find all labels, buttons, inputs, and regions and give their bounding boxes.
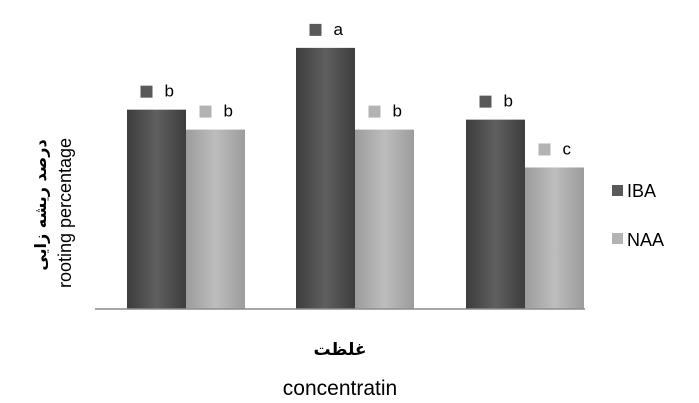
data-label-naa-3: c [563,139,572,158]
bar-naa-3 [525,167,584,309]
bar-naa-1 [186,129,245,309]
bar-naa-2 [355,129,414,309]
data-label-marker-naa-3 [538,143,551,156]
bar-iba-2 [296,47,355,310]
legend-swatch-iba [612,185,623,196]
data-label-iba-3: b [504,92,513,111]
x-axis-label: concentratin [283,377,397,400]
legend-swatch-naa [612,233,623,244]
bars-group [127,47,584,310]
data-label-marker-iba-3 [479,95,492,108]
data-label-marker-iba-2 [309,23,322,36]
data-label-marker-naa-2 [368,105,381,118]
data-label-marker-naa-1 [199,105,212,118]
legend-label-naa: NAA [627,230,664,250]
data-labels-group: b a b b b c [140,20,572,158]
legend-label-iba: IBA [627,181,656,201]
bar-iba-1 [127,109,186,310]
data-label-naa-1: b [224,102,233,121]
data-label-iba-2: a [334,20,344,39]
data-label-marker-iba-1 [140,85,153,98]
y-axis-label-fa: درصد ریشه زایی [31,139,50,270]
data-label-iba-1: b [165,82,174,101]
legend: IBA NAA [612,181,664,250]
data-label-naa-2: b [393,102,402,121]
x-axis-label-fa: غلظت [313,340,366,360]
bar-iba-3 [466,119,525,309]
y-axis-label: rooting percentage [55,138,75,288]
